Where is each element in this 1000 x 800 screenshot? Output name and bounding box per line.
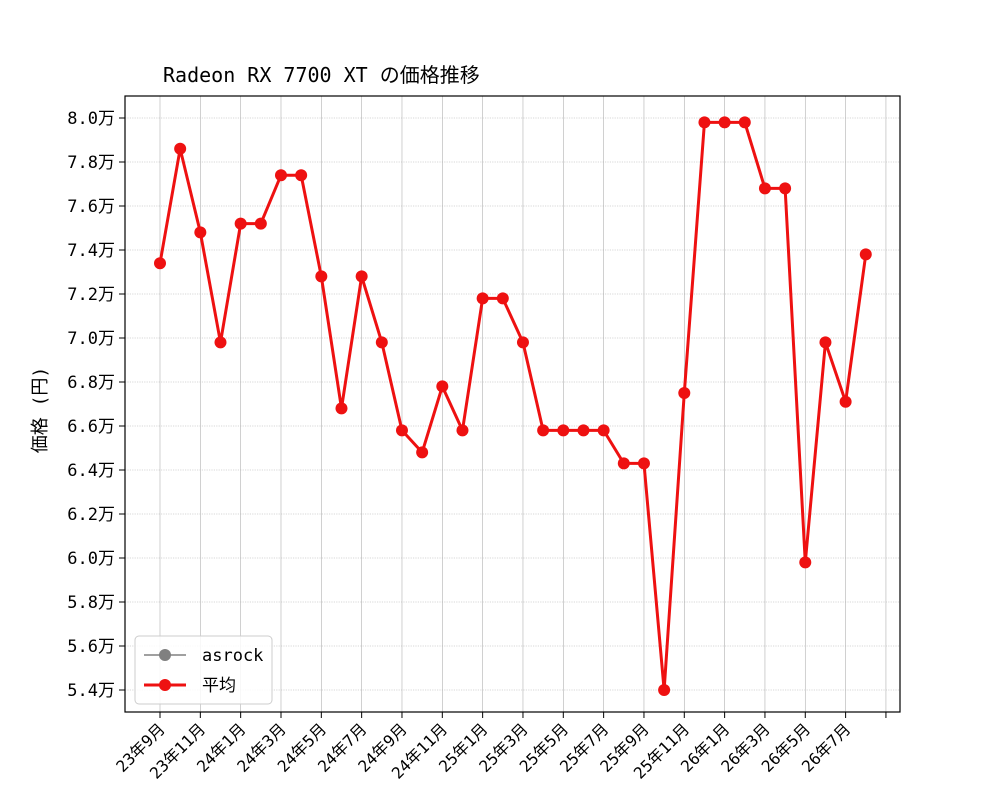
y-tick-label: 6.4万: [67, 461, 115, 481]
data-point: [335, 402, 348, 415]
data-point: [174, 142, 187, 155]
data-point: [456, 424, 469, 437]
legend-marker: [159, 649, 171, 661]
data-point: [436, 380, 449, 393]
data-point: [557, 424, 570, 437]
y-tick-label: 6.6万: [67, 417, 115, 437]
y-tick-label: 6.0万: [67, 549, 115, 569]
data-point: [416, 446, 429, 459]
y-tick-label: 7.8万: [67, 153, 115, 173]
data-point: [537, 424, 550, 437]
data-point: [375, 336, 388, 349]
data-point: [395, 424, 408, 437]
data-point: [234, 217, 247, 230]
chart-title: Radeon RX 7700 XT の価格推移: [163, 63, 480, 87]
series-layer: [154, 116, 872, 696]
data-point: [678, 387, 691, 399]
legend-label: 平均: [202, 676, 236, 696]
data-point: [154, 257, 166, 270]
y-tick-label: 7.4万: [67, 241, 115, 261]
data-point: [799, 556, 812, 569]
data-point: [779, 182, 792, 195]
y-tick-label: 5.6万: [67, 637, 115, 657]
legend: asrock 平均: [134, 635, 273, 705]
y-tick-label: 7.2万: [67, 285, 115, 305]
data-point: [738, 116, 751, 129]
data-point: [295, 169, 308, 182]
series-line-average: [158, 120, 868, 692]
data-point: [758, 182, 771, 195]
data-point: [516, 336, 529, 349]
legend-marker: [159, 679, 171, 691]
data-point: [718, 116, 731, 129]
y-tick-label: 7.0万: [67, 329, 115, 349]
legend-label: asrock: [202, 646, 263, 666]
data-point: [637, 457, 650, 470]
data-point: [658, 684, 671, 696]
data-point: [254, 217, 267, 230]
data-point: [819, 336, 832, 349]
plot-frame: [124, 95, 901, 713]
data-point: [496, 292, 509, 305]
y-tick-label: 6.2万: [67, 505, 115, 525]
y-tick-label: 8.0万: [67, 109, 115, 129]
y-tick-label: 6.8万: [67, 373, 115, 393]
data-point: [476, 292, 489, 305]
data-point: [597, 424, 610, 437]
y-tick-label: 5.8万: [67, 593, 115, 613]
y-tick-label: 7.6万: [67, 197, 115, 217]
y-tick-label: 5.4万: [67, 681, 115, 701]
data-point: [698, 116, 711, 129]
data-point: [355, 270, 368, 283]
data-point: [274, 169, 287, 182]
data-point: [839, 395, 852, 408]
data-point: [859, 248, 872, 261]
data-point: [315, 270, 328, 283]
data-point: [194, 226, 207, 239]
data-point: [577, 424, 590, 437]
y-axis-label: 価格 (円): [30, 367, 51, 454]
data-point: [214, 336, 227, 349]
data-point: [617, 457, 630, 470]
